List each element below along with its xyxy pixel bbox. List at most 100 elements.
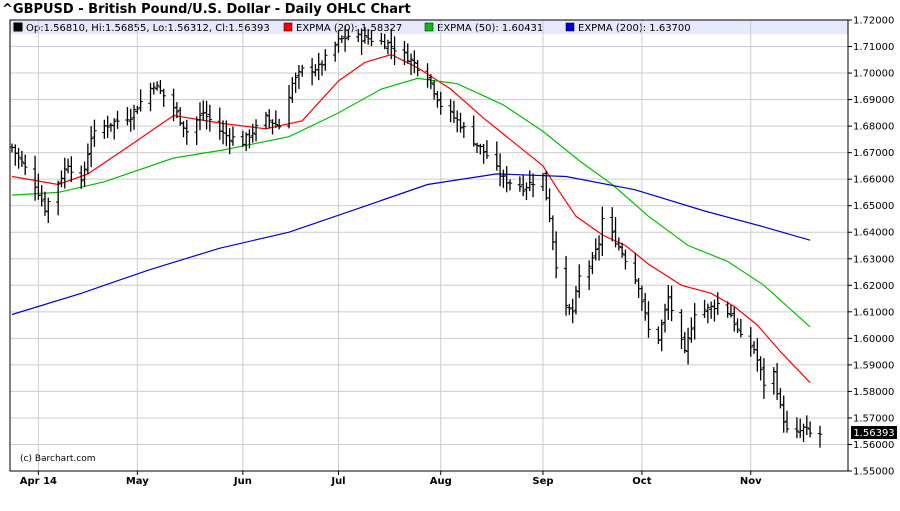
ohlc-bar	[16, 147, 21, 169]
ohlc-bar	[656, 326, 661, 344]
ohlc-bar	[333, 41, 338, 62]
ohlc-bar	[151, 82, 157, 95]
ohlc-bar	[794, 417, 800, 439]
legend-ema20-text: EXPMA (20): 1.58327	[296, 23, 402, 34]
ohlc-bar	[174, 102, 180, 119]
ohlc-bar	[243, 132, 249, 152]
ohlc-bar	[389, 28, 394, 60]
ohlc-bar	[738, 318, 744, 338]
ohlc-bar	[39, 185, 44, 207]
legend-ema200-swatch	[565, 22, 575, 32]
ohlc-bar	[778, 387, 783, 409]
ohlc-bar	[115, 110, 120, 129]
ohlc-bar	[596, 235, 602, 261]
y-tick-label: 1.64000	[853, 228, 894, 239]
ohlc-bar	[728, 305, 734, 318]
ohlc-bar	[92, 119, 97, 147]
ohlc-bar	[201, 100, 206, 121]
ohlc-bar	[600, 206, 605, 256]
y-tick-label: 1.59000	[853, 360, 894, 371]
y-tick-label: 1.62000	[853, 281, 894, 292]
ohlc-bar	[250, 123, 255, 143]
ohlc-bar	[69, 156, 74, 183]
y-tick-label: 1.58000	[853, 387, 894, 398]
ohlc-bar	[755, 338, 760, 372]
x-axis: Apr 14 May Jun Jul Aug Sep Oct Nov	[20, 471, 762, 487]
ohlc-bar	[85, 143, 91, 174]
ohlc-bar	[679, 309, 684, 350]
legend-ohlc-item: Op:1.56810, Hi:1.56855, Lo:1.56312, Cl:1…	[13, 22, 270, 34]
y-tick-label: 1.70000	[853, 69, 894, 80]
ema200-line	[11, 173, 811, 316]
last-price-box	[851, 426, 897, 439]
legend-ohlc-swatch	[13, 22, 23, 32]
ohlc-bar	[705, 303, 711, 324]
ohlc-bar	[586, 260, 592, 291]
ohlc-bar	[385, 39, 391, 55]
y-tick-label: 1.65000	[853, 201, 894, 212]
y-tick-label: 1.60000	[853, 334, 894, 345]
ohlc-bar	[392, 36, 397, 65]
ohlc-bar	[725, 301, 730, 318]
ohlc-bar	[405, 43, 410, 64]
ohlc-bar	[431, 80, 437, 100]
ohlc-bar	[732, 307, 737, 332]
ohlc-bar	[662, 303, 668, 333]
ohlc-bar	[623, 249, 628, 270]
ohlc-bar	[408, 53, 414, 75]
y-tick-label: 1.68000	[853, 122, 894, 133]
ohlc-bar	[501, 169, 506, 188]
ohlc-bar	[689, 317, 694, 343]
ohlc-bar	[300, 64, 305, 77]
chart-title: ^GBPUSD - British Pound/U.S. Dollar - Da…	[2, 2, 411, 17]
ohlc-bar	[520, 175, 526, 197]
ohlc-bar	[616, 237, 622, 251]
ohlc-bar	[62, 157, 67, 189]
last-price-marker: 1.56393	[851, 426, 897, 439]
ohlc-bar	[425, 63, 430, 88]
ohlc-bar	[22, 154, 28, 176]
ohlc-bar	[748, 327, 753, 357]
ohlc-bar	[346, 28, 351, 41]
ohlc-bar	[267, 109, 272, 129]
legend-ema20-item: EXPMA (20): 1.58327	[283, 22, 402, 34]
ohlc-bar	[646, 301, 651, 338]
ohlc-bar	[530, 173, 536, 198]
ohlc-bar	[481, 143, 486, 164]
ohlc-bar	[781, 395, 786, 433]
ohlc-bar	[412, 50, 417, 74]
ohlc-bar	[771, 367, 777, 395]
y-tick-label: 1.72000	[853, 16, 894, 27]
ohlc-bars	[9, 25, 823, 448]
ohlc-bar	[573, 285, 579, 315]
legend-ema50-swatch	[424, 22, 434, 32]
ohlc-bar	[177, 107, 183, 126]
ohlc-bar	[135, 105, 140, 114]
ohlc-bar	[474, 142, 480, 154]
ohlc-bar	[369, 29, 374, 47]
ohlc-bar	[171, 88, 176, 122]
ohlc-bar	[708, 301, 714, 319]
x-tick-label: Jul	[330, 476, 345, 487]
y-tick-label: 1.56000	[853, 440, 894, 451]
watermark-text: (c) Barchart.com	[20, 454, 96, 464]
legend-ema20-swatch	[283, 22, 293, 32]
ohlc-bar	[362, 27, 368, 44]
ohlc-bar	[643, 292, 648, 321]
ohlc-bar	[323, 49, 328, 71]
ohlc-bar	[619, 242, 625, 258]
ohlc-bar	[184, 119, 189, 145]
ohlc-bar	[339, 35, 344, 43]
ohlc-bar	[735, 318, 740, 334]
y-tick-label: 1.66000	[853, 175, 894, 186]
ohlc-bar	[527, 170, 532, 192]
ohlc-bar	[471, 115, 476, 147]
ohlc-bar	[682, 332, 687, 354]
ohlc-bar	[639, 285, 645, 312]
ohlc-bar	[382, 33, 387, 50]
ohlc-bar	[46, 197, 51, 224]
ohlc-bar	[784, 410, 790, 433]
ohlc-bar	[42, 191, 48, 216]
ohlc-bar	[593, 238, 598, 261]
